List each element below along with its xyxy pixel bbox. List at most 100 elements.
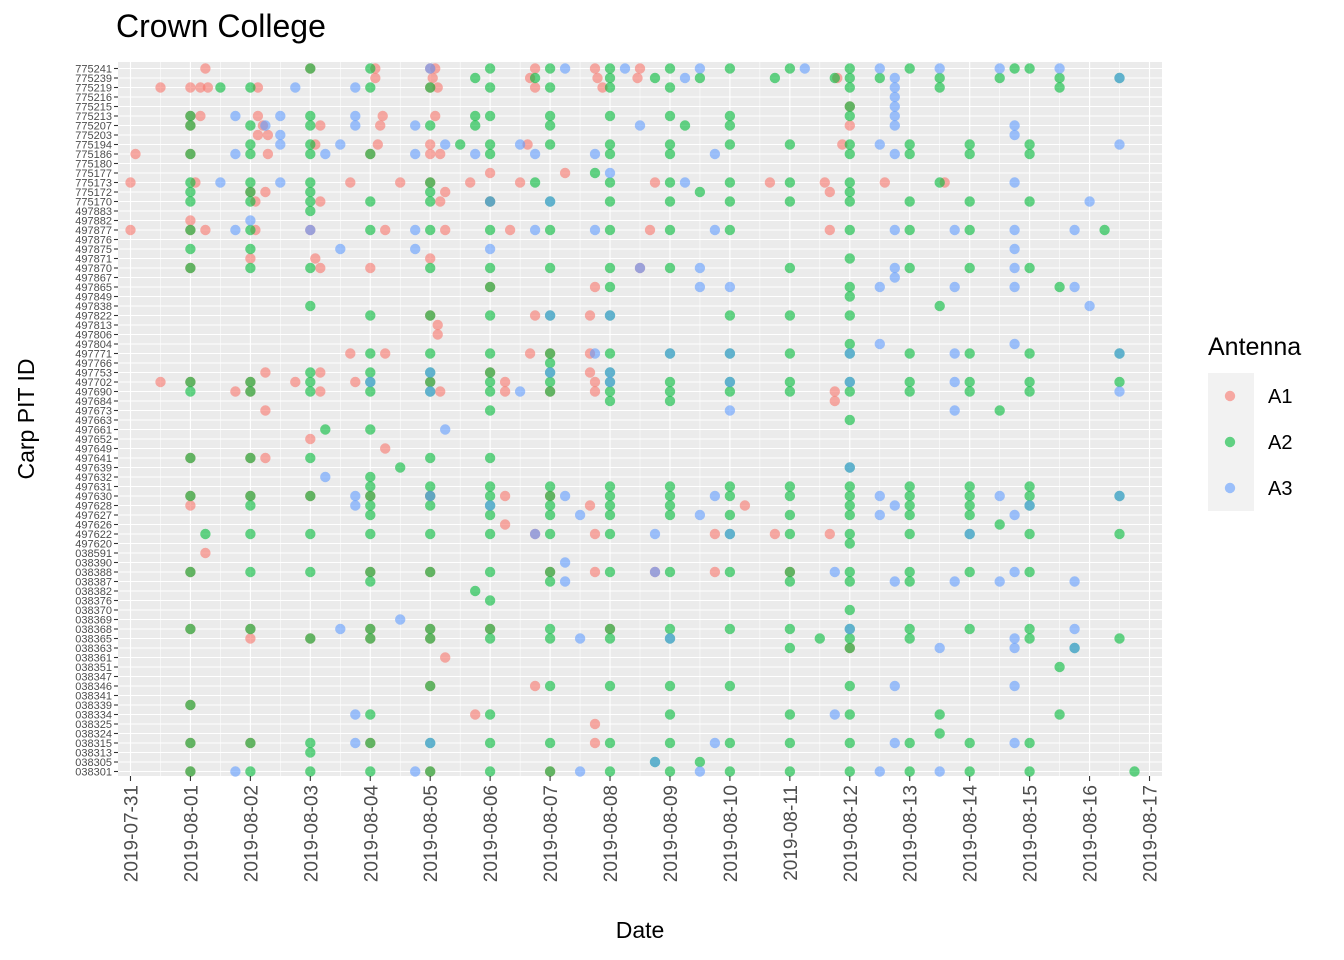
- data-point-a1: [499, 519, 511, 530]
- x-tick-label: 2019-08-13: [901, 785, 922, 882]
- data-point-a2: [604, 528, 616, 540]
- data-point-a2: [245, 139, 256, 150]
- data-point-a3: [350, 82, 361, 93]
- y-tick-label: 038339: [75, 700, 112, 712]
- data-point-a1: [465, 177, 476, 188]
- data-point-a3: [290, 82, 301, 93]
- data-point-a2: [664, 709, 676, 720]
- data-point-a2: [664, 680, 676, 692]
- x-axis-title: Date: [616, 917, 665, 943]
- y-tick-label: 497649: [75, 444, 112, 456]
- data-point-a2: [604, 680, 616, 692]
- data-point-a2: [784, 386, 796, 397]
- data-point-a2: [305, 766, 316, 777]
- data-point-a2: [679, 120, 691, 131]
- data-point-a2: [964, 623, 975, 635]
- data-point-a2: [934, 300, 945, 312]
- data-point-a2: [724, 509, 736, 521]
- data-point-a1: [380, 224, 391, 236]
- data-point-a3: [574, 766, 586, 777]
- data-point-a2: [904, 224, 915, 236]
- data-point-a1: [589, 737, 601, 749]
- data-point-a1: [879, 177, 890, 188]
- data-point-a3: [949, 405, 960, 416]
- data-point-a3: [1009, 680, 1020, 692]
- y-tick-label: 775215: [75, 102, 112, 114]
- data-point-a2: [844, 110, 855, 122]
- y-tick-label: 497865: [75, 282, 112, 294]
- data-point-a2: [724, 63, 736, 74]
- data-point-a1: [589, 718, 601, 730]
- data-point-a2: [1114, 376, 1125, 388]
- data-point-a3: [350, 500, 361, 511]
- data-point-a1: [425, 148, 436, 160]
- data-point-a2: [320, 424, 331, 435]
- data-point-a3: [514, 139, 526, 150]
- data-point-a3: [484, 243, 496, 255]
- y-tick-label: 775170: [75, 197, 112, 209]
- data-point-a3: [410, 243, 421, 255]
- data-point-a2: [604, 500, 616, 511]
- y-tick-label: 497875: [75, 244, 112, 256]
- data-point-a1: [589, 63, 601, 74]
- data-point-a2: [455, 139, 466, 150]
- data-point-a2: [544, 120, 556, 131]
- data-point-a2: [604, 623, 616, 635]
- data-point-a2: [365, 566, 376, 578]
- x-tick-label: 2019-08-05: [421, 785, 442, 882]
- data-point-a2: [425, 452, 436, 464]
- data-point-a2: [185, 148, 196, 160]
- y-tick-label: 497806: [75, 330, 112, 342]
- data-point-a3: [1009, 129, 1020, 141]
- data-point-a2: [784, 63, 796, 74]
- data-point-a1: [185, 500, 196, 511]
- data-point-a3: [724, 348, 736, 359]
- data-point-a3: [829, 566, 840, 578]
- data-point-a2: [724, 737, 736, 749]
- data-point-a2: [844, 642, 855, 654]
- legend-label-a2: A2: [1268, 432, 1292, 454]
- data-point-a2: [425, 633, 436, 644]
- data-point-a1: [589, 281, 601, 293]
- y-tick-label: 497877: [75, 225, 112, 237]
- data-point-a2: [305, 148, 316, 160]
- data-point-a3: [1114, 72, 1125, 84]
- data-point-a1: [345, 177, 356, 188]
- data-point-a3: [694, 281, 706, 293]
- data-point-a2: [365, 623, 376, 635]
- data-point-a2: [305, 452, 316, 464]
- data-point-a2: [604, 348, 616, 359]
- data-point-a3: [874, 490, 885, 502]
- data-point-a3: [230, 110, 241, 122]
- data-point-a2: [544, 633, 556, 644]
- data-point-a3: [305, 224, 316, 236]
- data-point-a3: [425, 63, 436, 74]
- data-point-a3: [1024, 500, 1035, 511]
- data-point-a1: [844, 120, 855, 131]
- data-point-a1: [709, 528, 721, 540]
- data-point-a3: [889, 272, 900, 283]
- data-point-a1: [202, 82, 214, 93]
- data-point-a1: [315, 367, 326, 378]
- y-tick-label: 775194: [75, 140, 112, 152]
- data-point-a2: [245, 148, 256, 160]
- data-point-a2: [604, 766, 616, 777]
- data-point-a2: [904, 139, 915, 150]
- data-point-a2: [1129, 766, 1140, 777]
- data-point-a2: [604, 633, 616, 644]
- data-point-a3: [874, 139, 885, 150]
- legend-key-a1: [1224, 390, 1236, 402]
- y-tick-label: 497626: [75, 520, 112, 532]
- data-point-a2: [724, 224, 736, 236]
- data-point-a2: [844, 538, 855, 549]
- data-point-a3: [1009, 642, 1020, 654]
- data-point-a3: [589, 224, 601, 236]
- data-point-a2: [784, 262, 796, 274]
- data-point-a2: [964, 766, 975, 777]
- data-point-a2: [784, 566, 796, 578]
- data-point-a3: [559, 63, 571, 74]
- data-point-a2: [484, 110, 496, 122]
- data-point-a3: [634, 262, 646, 274]
- y-tick-label: 497702: [75, 377, 112, 389]
- data-point-a2: [724, 481, 736, 492]
